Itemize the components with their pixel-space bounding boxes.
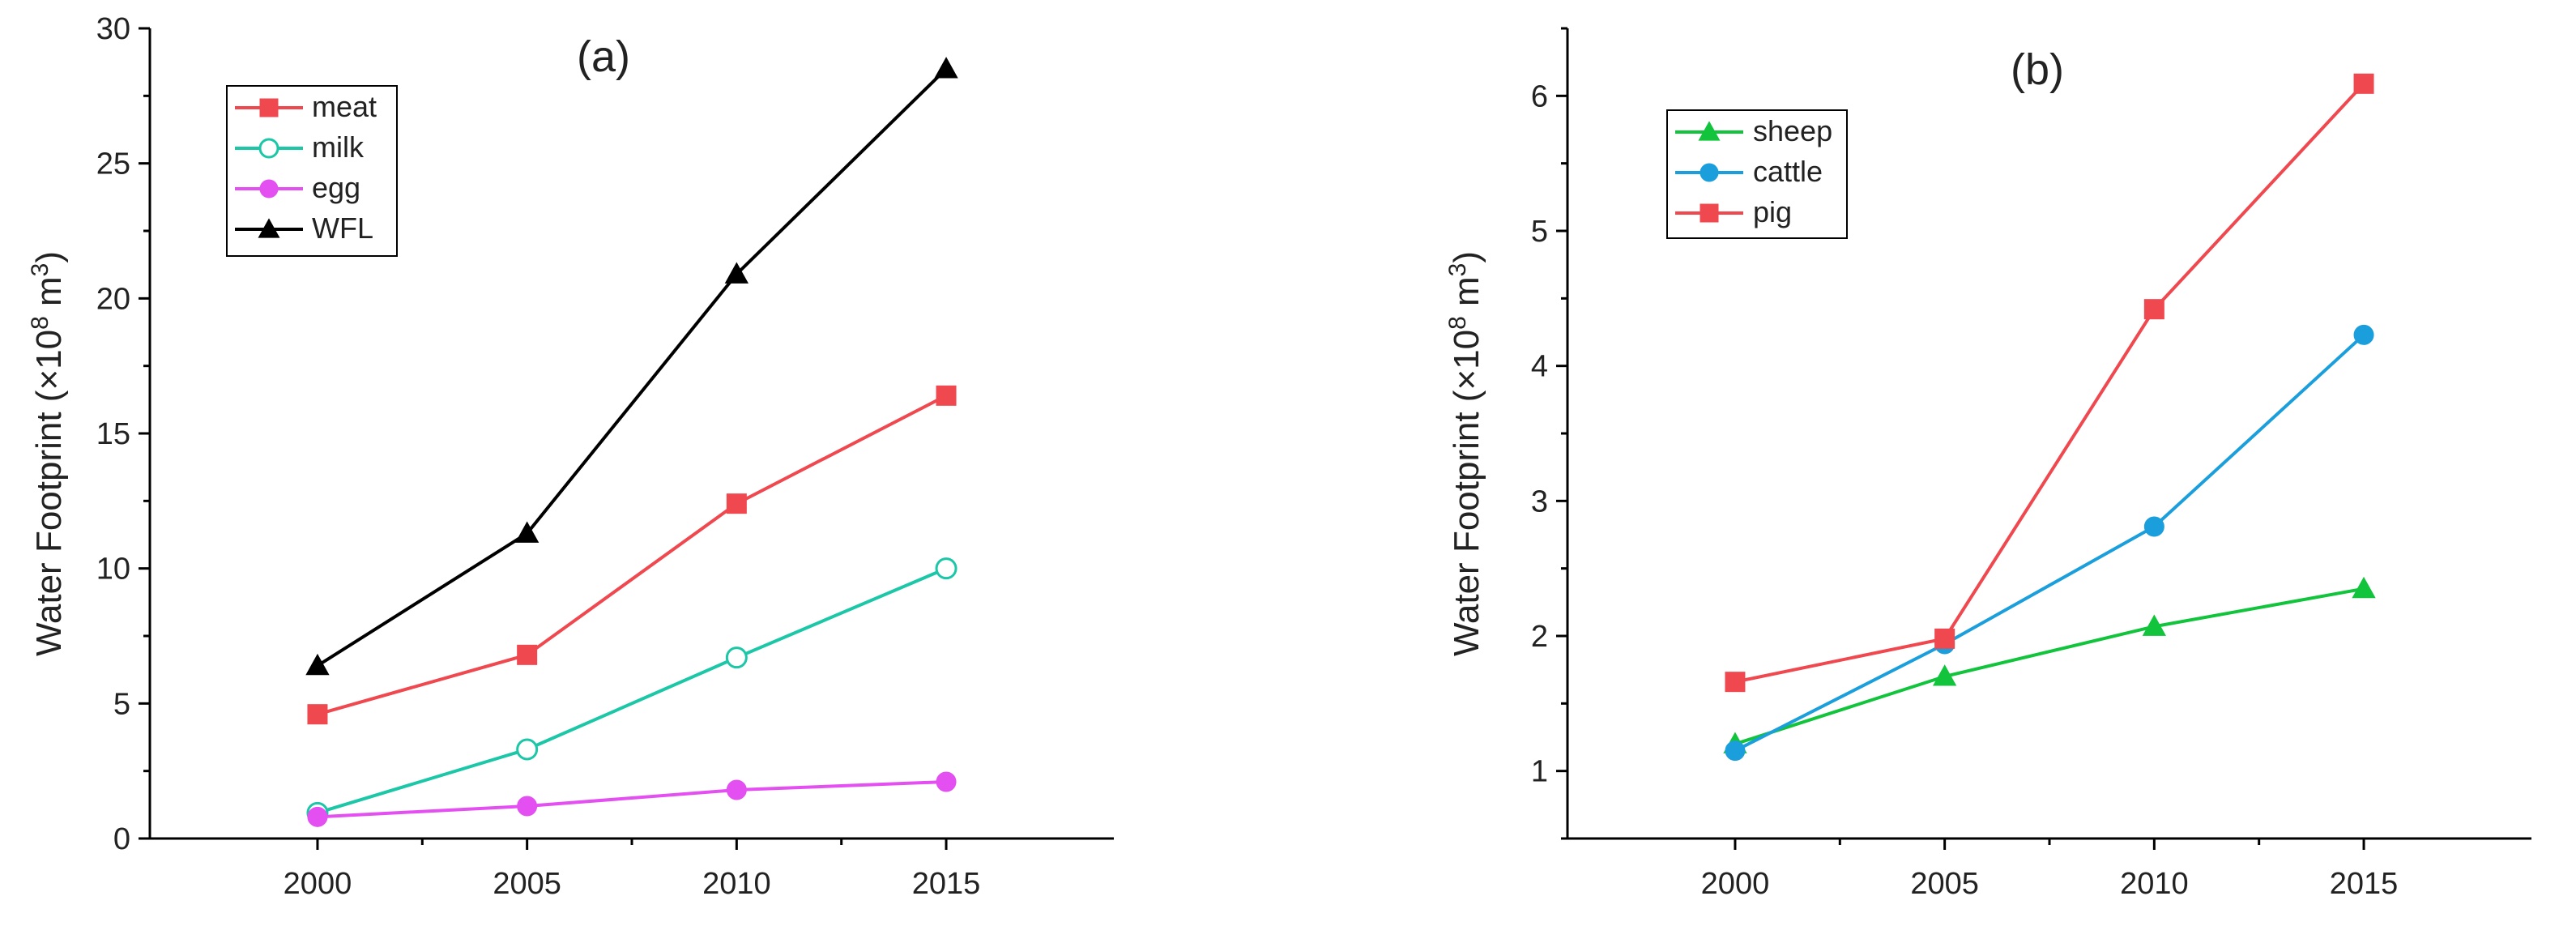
x-tick-label: 2005 xyxy=(1910,867,1979,901)
series-line-milk xyxy=(317,566,947,815)
data-point-egg xyxy=(936,771,957,792)
panel-a-legend: meat milk egg WFL xyxy=(226,85,398,257)
data-point-egg xyxy=(517,796,538,817)
legend-label-cattle: cattle xyxy=(1753,155,1823,188)
legend-label-pig: pig xyxy=(1753,195,1792,228)
data-point-egg xyxy=(307,806,328,827)
x-tick-label: 2005 xyxy=(493,867,561,901)
panel-b-y-ticks: 1 2 3 4 5 6 xyxy=(1531,27,1567,840)
data-point-wfl xyxy=(305,653,330,676)
legend-label-egg: egg xyxy=(312,171,360,204)
data-point-pig xyxy=(2353,73,2374,94)
panel-a-plot-area xyxy=(305,57,958,827)
panel-b: (b) Water Footprint (×108 m3) 1 2 3 4 5 6 200… xyxy=(1444,27,2531,901)
data-point-meat xyxy=(936,385,957,406)
y-tick-label: 0 xyxy=(113,822,130,856)
series-line-egg xyxy=(317,780,947,819)
x-tick-label: 2000 xyxy=(1701,867,1770,901)
data-point-cattle xyxy=(2353,324,2374,345)
x-tick-label: 2010 xyxy=(702,867,771,901)
data-point-milk xyxy=(935,557,957,580)
y-tick-label: 25 xyxy=(96,147,130,181)
legend-label-wfl: WFL xyxy=(312,211,373,245)
legend-marker-meat xyxy=(259,98,279,117)
panel-a-y-axis-label: Water Footprint (×108 m3) xyxy=(27,251,70,656)
data-point-wfl xyxy=(934,57,958,79)
panel-b-x-ticks: 2000 2005 2010 2015 xyxy=(1701,839,2399,901)
data-point-sheep xyxy=(2142,614,2166,636)
legend-label-meat: meat xyxy=(312,90,377,123)
data-point-meat xyxy=(307,704,328,725)
data-point-meat xyxy=(517,644,538,665)
legend-label-sheep: sheep xyxy=(1753,114,1832,147)
data-point-wfl xyxy=(515,521,540,543)
x-tick-label: 2015 xyxy=(2330,867,2399,901)
y-tick-label: 20 xyxy=(96,282,130,316)
y-tick-label: 5 xyxy=(113,687,130,721)
y-tick-label: 1 xyxy=(1531,755,1548,789)
data-point-pig xyxy=(2143,299,2164,320)
data-point-cattle xyxy=(2143,516,2164,537)
data-point-milk xyxy=(516,738,539,761)
series-line-sheep xyxy=(1734,587,2365,746)
y-tick-label: 5 xyxy=(1531,215,1548,249)
y-tick-label: 15 xyxy=(96,417,130,451)
x-tick-label: 2010 xyxy=(2120,867,2189,901)
data-point-milk xyxy=(725,646,748,669)
x-tick-label: 2000 xyxy=(284,867,352,901)
data-point-pig xyxy=(1934,628,1955,649)
y-tick-label: 10 xyxy=(96,553,130,587)
legend-marker-egg xyxy=(259,179,279,198)
panel-a-y-ticks: 0 5 10 15 20 25 30 xyxy=(96,12,150,856)
data-point-cattle xyxy=(1725,740,1746,762)
series-line-meat xyxy=(317,394,947,716)
panel-a: (a) Water Footprint (×108 m3) 0 5 10 15 20 25… xyxy=(27,12,1114,901)
panel-b-legend: sheep cattle pig xyxy=(1666,109,1848,239)
legend-marker-milk xyxy=(258,138,279,159)
data-point-wfl xyxy=(724,262,748,284)
panel-a-title: (a) xyxy=(577,32,630,81)
y-tick-label: 6 xyxy=(1531,79,1548,113)
data-point-meat xyxy=(726,493,747,514)
data-point-sheep xyxy=(2352,576,2376,599)
data-point-pig xyxy=(1725,672,1746,693)
legend-marker-wfl xyxy=(258,218,280,238)
y-tick-label: 30 xyxy=(96,12,130,46)
legend-label-milk: milk xyxy=(312,130,365,164)
data-point-egg xyxy=(726,779,747,800)
panel-b-y-axis-label: Water Footprint (×108 m3) xyxy=(1444,251,1487,656)
y-tick-label: 3 xyxy=(1531,484,1548,518)
panel-a-x-ticks: 2000 2005 2010 2015 xyxy=(284,839,981,901)
panel-b-title: (b) xyxy=(2011,45,2064,94)
legend-marker-cattle xyxy=(1700,163,1719,182)
series-line-wfl xyxy=(316,67,948,668)
x-tick-label: 2015 xyxy=(912,867,981,901)
legend-marker-sheep xyxy=(1698,121,1721,141)
series-line-cattle xyxy=(1734,333,2365,753)
panel-b-plot-area xyxy=(1723,73,2376,762)
y-tick-label: 4 xyxy=(1531,350,1548,384)
data-point-sheep xyxy=(1933,664,1957,686)
series-line-pig xyxy=(1734,82,2365,684)
legend-marker-pig xyxy=(1700,203,1719,223)
y-tick-label: 2 xyxy=(1531,620,1548,654)
